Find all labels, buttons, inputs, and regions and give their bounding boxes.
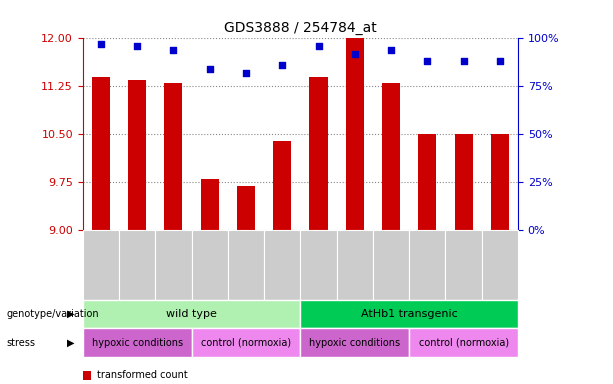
Text: control (normoxia): control (normoxia) bbox=[419, 338, 509, 348]
Bar bbox=[310, 77, 327, 230]
Text: transformed count: transformed count bbox=[97, 370, 188, 381]
Text: hypoxic conditions: hypoxic conditions bbox=[91, 338, 183, 348]
Point bbox=[350, 51, 360, 57]
Point bbox=[96, 41, 106, 47]
Point bbox=[205, 66, 215, 72]
Bar bbox=[382, 83, 400, 230]
Point bbox=[422, 58, 432, 65]
Text: ▶: ▶ bbox=[67, 338, 74, 348]
Bar bbox=[273, 141, 291, 230]
Text: AtHb1 transgenic: AtHb1 transgenic bbox=[361, 309, 457, 319]
Point bbox=[241, 70, 251, 76]
Bar bbox=[346, 38, 364, 230]
Point bbox=[169, 47, 178, 53]
Text: genotype/variation: genotype/variation bbox=[6, 309, 99, 319]
Text: control (normoxia): control (normoxia) bbox=[201, 338, 291, 348]
Bar bbox=[128, 80, 147, 230]
Text: stress: stress bbox=[6, 338, 35, 348]
Text: hypoxic conditions: hypoxic conditions bbox=[309, 338, 400, 348]
Point bbox=[132, 43, 142, 49]
Bar bbox=[200, 179, 219, 230]
Bar bbox=[491, 134, 509, 230]
Bar bbox=[92, 77, 110, 230]
Text: ▶: ▶ bbox=[67, 309, 74, 319]
Text: wild type: wild type bbox=[166, 309, 217, 319]
Bar bbox=[454, 134, 473, 230]
Title: GDS3888 / 254784_at: GDS3888 / 254784_at bbox=[224, 21, 377, 35]
Point bbox=[459, 58, 468, 65]
Bar bbox=[418, 134, 436, 230]
Point bbox=[495, 58, 504, 65]
Point bbox=[314, 43, 324, 49]
Bar bbox=[237, 185, 255, 230]
Bar bbox=[164, 83, 183, 230]
Point bbox=[277, 62, 287, 68]
Point bbox=[386, 47, 396, 53]
